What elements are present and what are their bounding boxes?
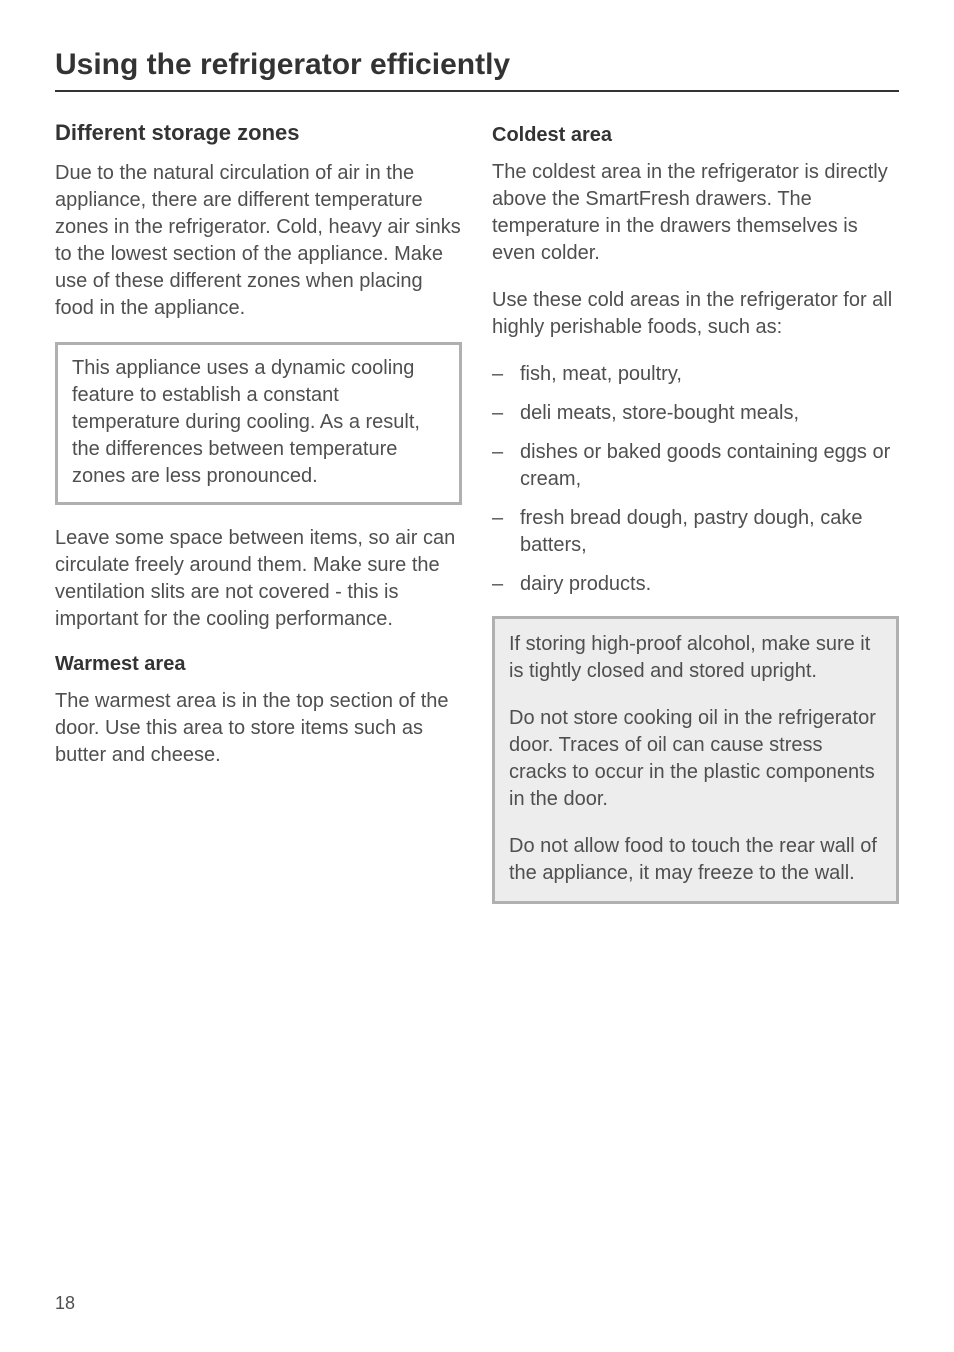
page-number: 18 bbox=[55, 1293, 75, 1314]
rear-wall-warning: Do not allow food to touch the rear wall… bbox=[509, 833, 882, 887]
alcohol-warning: If storing high-proof alcohol, make sure… bbox=[509, 631, 882, 685]
spacing-paragraph: Leave some space between items, so air c… bbox=[55, 525, 462, 633]
left-column: Different storage zones Due to the natur… bbox=[55, 120, 462, 924]
list-item: fresh bread dough, pastry dough, cake ba… bbox=[492, 505, 899, 559]
list-item: fish, meat, poultry, bbox=[492, 361, 899, 388]
right-column: Coldest area The coldest area in the ref… bbox=[492, 120, 899, 924]
coldest-area-p1: The coldest area in the refrigerator is … bbox=[492, 159, 899, 267]
content-columns: Different storage zones Due to the natur… bbox=[55, 120, 899, 924]
coldest-area-heading: Coldest area bbox=[492, 124, 899, 147]
perishable-list: fish, meat, poultry, deli meats, store-b… bbox=[492, 361, 899, 598]
warmest-area-heading: Warmest area bbox=[55, 653, 462, 676]
oil-warning: Do not store cooking oil in the refriger… bbox=[509, 705, 882, 813]
storage-warnings-box: If storing high-proof alcohol, make sure… bbox=[492, 616, 899, 904]
storage-zones-heading: Different storage zones bbox=[55, 120, 462, 146]
dynamic-cooling-note: This appliance uses a dynamic cooling fe… bbox=[55, 342, 462, 505]
dynamic-cooling-text: This appliance uses a dynamic cooling fe… bbox=[72, 355, 445, 490]
warmest-area-body: The warmest area is in the top section o… bbox=[55, 688, 462, 769]
page-title: Using the refrigerator efficiently bbox=[55, 48, 899, 92]
list-item: dairy products. bbox=[492, 571, 899, 598]
list-item: deli meats, store-bought meals, bbox=[492, 400, 899, 427]
intro-paragraph: Due to the natural circulation of air in… bbox=[55, 160, 462, 322]
coldest-area-p2: Use these cold areas in the refrigerator… bbox=[492, 287, 899, 341]
list-item: dishes or baked goods containing eggs or… bbox=[492, 439, 899, 493]
